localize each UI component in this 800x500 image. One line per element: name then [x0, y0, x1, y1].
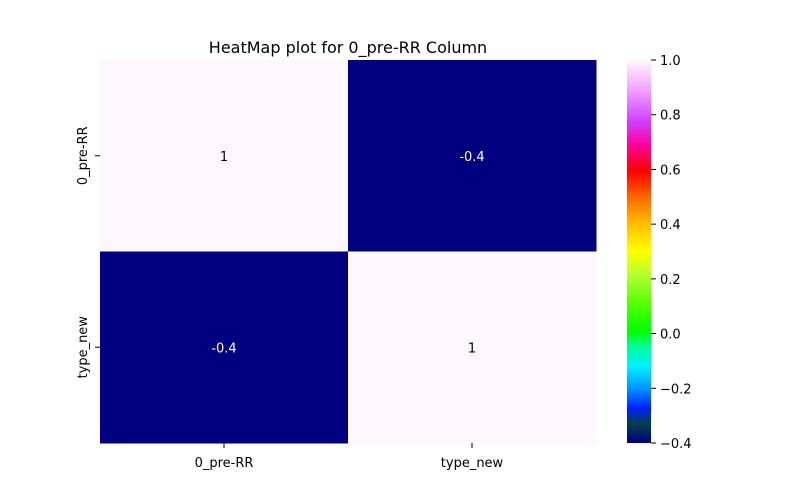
- cell-value-label: 1: [220, 150, 228, 165]
- cell-value-label: -0.4: [459, 150, 484, 165]
- colorbar-tick-label: 0.2: [660, 273, 681, 288]
- colorbar-tick-label: 0.6: [660, 163, 681, 178]
- colorbar-tick-label: −0.4: [660, 437, 692, 452]
- heatmap-cell: [348, 251, 597, 444]
- x-tick-label: 0_pre-RR: [195, 456, 254, 471]
- colorbar-tick-label: 0.0: [660, 328, 681, 343]
- x-tick-label: type_new: [441, 456, 504, 471]
- colorbar-tick-label: 0.4: [660, 218, 681, 233]
- colorbar-tick-label: 0.8: [660, 109, 681, 124]
- heatmap-cell: [348, 60, 597, 252]
- chart-title: HeatMap plot for 0_pre-RR Column: [209, 38, 487, 58]
- axis-ticks: 0_pre-RR type_new 0_pre-RR type_new: [76, 126, 504, 471]
- cell-value-label: 1: [468, 341, 476, 356]
- colorbar-tick-label: 1.0: [660, 54, 681, 69]
- y-tick-label: type_new: [76, 316, 91, 379]
- cell-value-label: -0.4: [211, 341, 236, 356]
- heatmap-cells: 1 -0.4 -0.4 1: [100, 60, 597, 444]
- y-tick-label: 0_pre-RR: [76, 126, 91, 185]
- heatmap-cell: [100, 60, 349, 252]
- colorbar-ticks: −0.4 −0.2 0.0 0.2 0.4 0.6 0.8 1.0: [651, 54, 692, 452]
- colorbar: [627, 60, 651, 443]
- heatmap-cell: [100, 251, 349, 444]
- colorbar-tick-label: −0.2: [660, 382, 692, 397]
